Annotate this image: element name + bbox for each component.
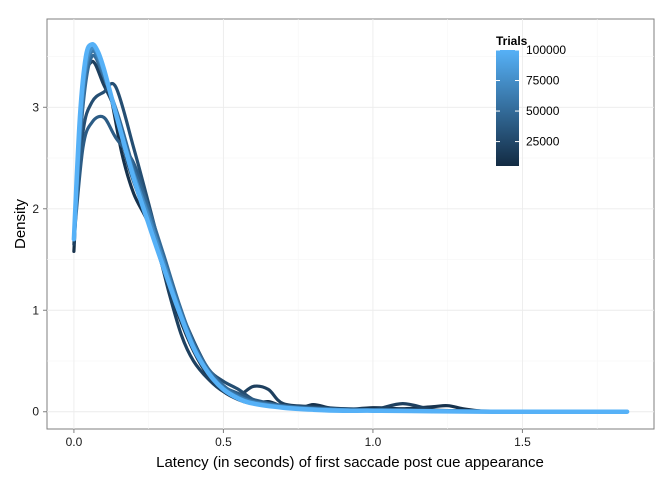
y-tick-label: 3: [32, 100, 39, 114]
colorbar-tick-label: 50000: [526, 104, 560, 118]
density-line: [71, 42, 630, 414]
minor-gridlines: [47, 19, 654, 429]
plot-panel: [46, 18, 655, 430]
x-tick-label: 1.5: [514, 435, 531, 449]
y-axis-title: Density: [12, 198, 29, 249]
y-tick-label: 0: [32, 405, 39, 419]
colorbar-tick-label: 75000: [526, 74, 560, 88]
legend-title: Trials: [496, 34, 528, 48]
y-tick-label: 2: [32, 202, 39, 216]
x-tick-label: 0.0: [66, 435, 83, 449]
colorbar-tick-label: 25000: [526, 135, 560, 149]
y-axis: 0 1 2 3: [32, 100, 47, 419]
density-lines: [71, 42, 630, 414]
colorbar-ticks: 25000 50000 75000 100000: [496, 43, 566, 149]
legend: Trials 25000 50000 75000 100000: [496, 34, 566, 166]
x-axis: 0.0 0.5 1.0 1.5: [66, 429, 531, 449]
colorbar: [496, 50, 519, 166]
colorbar-tick-label: 100000: [526, 43, 566, 57]
x-tick-label: 0.5: [215, 435, 232, 449]
y-tick-label: 1: [32, 303, 39, 317]
x-axis-title: Latency (in seconds) of first saccade po…: [156, 454, 544, 471]
x-tick-label: 1.0: [365, 435, 382, 449]
